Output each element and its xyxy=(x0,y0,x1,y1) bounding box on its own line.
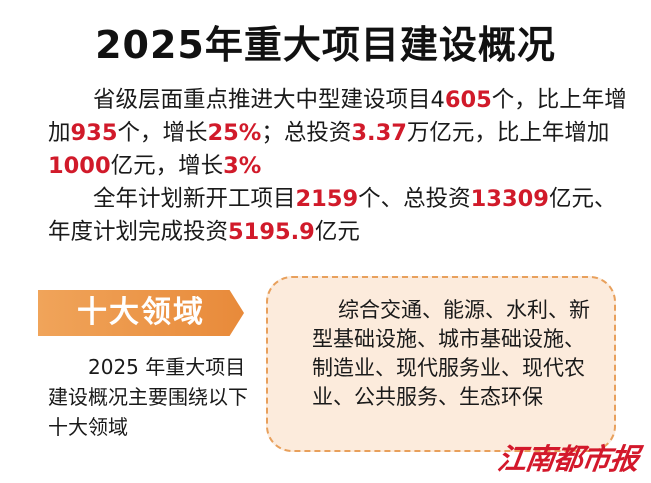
text-segment: 个、总投资 xyxy=(358,186,471,212)
section-tag: 十大领域 xyxy=(38,290,244,336)
highlight-number: 935 xyxy=(70,120,118,146)
text-segment: 全年计划新开工项目 xyxy=(93,186,296,212)
newspaper-logo: 江南都市报 xyxy=(495,442,641,476)
highlight-number: 3.37 xyxy=(351,120,407,146)
fields-box xyxy=(266,276,616,452)
text-segment: 亿元，增长 xyxy=(110,153,224,179)
text-segment: ；总投资 xyxy=(261,120,352,146)
summary-paragraph-2: 全年计划新开工项目2159个、总投资13309亿元、年度计划完成投资5195.9… xyxy=(48,183,638,249)
text-segment: 万亿元，比上年增加 xyxy=(406,120,610,146)
text-segment: 亿元 xyxy=(314,219,360,245)
highlight-number: 3% xyxy=(223,153,262,179)
highlight-number: 13309 xyxy=(470,186,549,212)
highlight-number: 25% xyxy=(207,120,262,146)
summary-paragraph-1: 省级层面重点推进大中型建设项目4605个，比上年增加935个，增长25%；总投资… xyxy=(48,84,638,183)
highlight-number: 605 xyxy=(444,87,492,113)
fields-list: 综合交通、能源、水利、新型基础设施、城市基础设施、制造业、现代服务业、现代农业、… xyxy=(312,298,590,409)
highlight-number: 2159 xyxy=(295,186,359,212)
section-description: 2025 年重大项目建设概况主要围绕以下十大领域 xyxy=(48,355,248,439)
highlight-number: 1000 xyxy=(48,153,111,179)
text-segment: 个，增长 xyxy=(117,120,208,146)
text-segment: 亿元、年度计划完成投资 xyxy=(48,186,617,245)
text-segment: 个，比上年增加 xyxy=(48,87,627,146)
highlight-number: 5195.9 xyxy=(228,219,315,245)
page-title: 2025年重大项目建设概况 xyxy=(95,23,556,67)
text-segment: 省级层面重点推进大中型建设项目4 xyxy=(93,87,445,113)
